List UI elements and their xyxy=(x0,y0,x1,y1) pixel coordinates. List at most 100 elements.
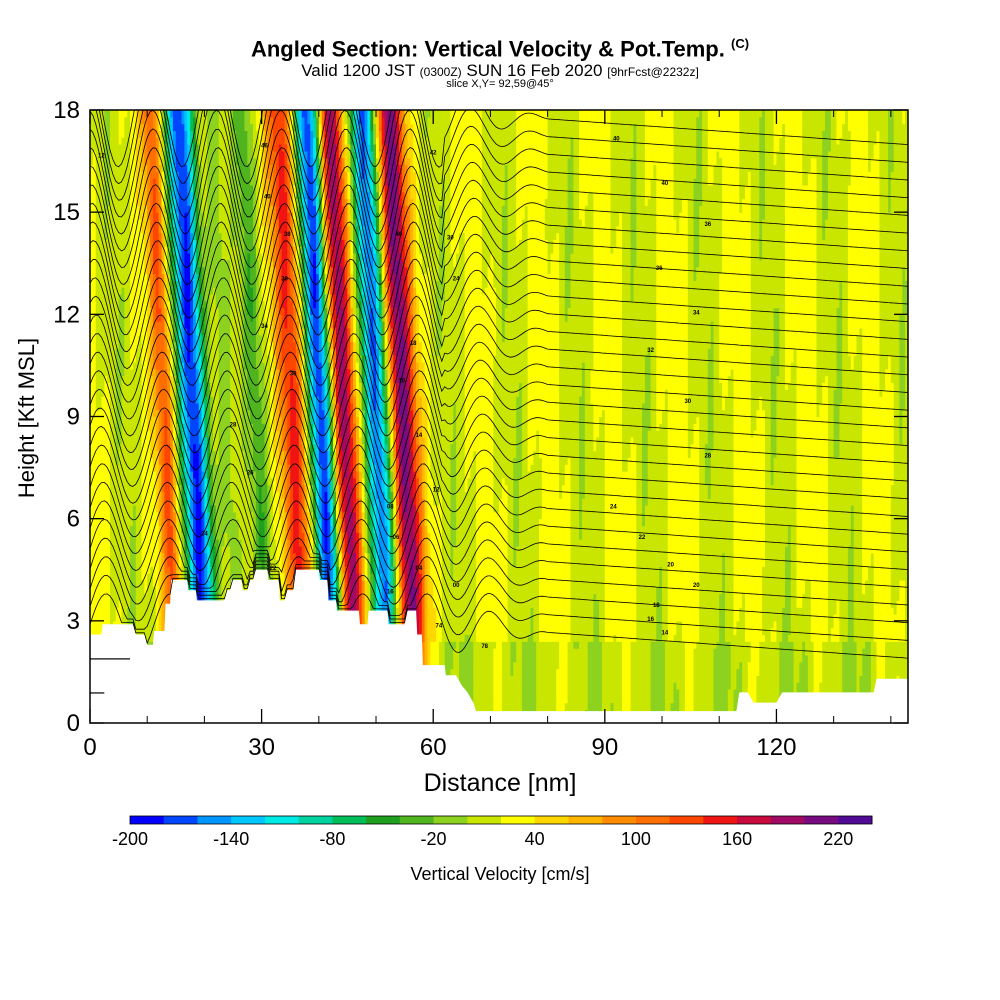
velocity-cell xyxy=(310,552,314,561)
velocity-cell xyxy=(387,600,391,608)
velocity-cell xyxy=(636,491,643,499)
velocity-cell xyxy=(699,443,706,452)
velocity-cell xyxy=(187,443,191,452)
velocity-cell xyxy=(424,436,429,445)
velocity-cell xyxy=(207,423,211,431)
velocity-cell xyxy=(893,450,908,458)
velocity-cell xyxy=(427,586,434,595)
velocity-cell xyxy=(796,511,829,520)
velocity-cell xyxy=(765,532,789,540)
velocity-cell xyxy=(733,627,737,635)
velocity-cell xyxy=(358,423,363,431)
velocity-cell xyxy=(215,586,220,595)
velocity-cell xyxy=(410,443,414,452)
velocity-cell xyxy=(164,566,171,574)
velocity-cell xyxy=(241,566,254,574)
velocity-cell xyxy=(364,491,369,499)
velocity-cell xyxy=(493,688,503,697)
velocity-cell xyxy=(416,498,420,506)
velocity-cell xyxy=(762,573,786,581)
velocity-cell xyxy=(847,593,855,601)
velocity-cell xyxy=(862,471,895,479)
velocity-cell xyxy=(273,450,280,458)
velocity-cell xyxy=(710,484,735,492)
velocity-cell xyxy=(181,539,185,547)
velocity-cell xyxy=(201,505,205,513)
velocity-cell xyxy=(164,457,171,465)
velocity-cell xyxy=(456,525,477,533)
velocity-cell xyxy=(301,430,306,438)
velocity-cell xyxy=(307,436,311,445)
velocity-cell xyxy=(521,430,529,438)
velocity-cell xyxy=(353,484,357,492)
velocity-cell xyxy=(453,654,460,663)
velocity-cell xyxy=(570,477,580,486)
velocity-cell xyxy=(599,614,606,622)
velocity-cell xyxy=(215,532,225,540)
velocity-cell xyxy=(870,682,878,690)
velocity-cell xyxy=(275,552,283,561)
velocity-cell xyxy=(725,600,735,608)
velocity-cell xyxy=(158,511,163,520)
velocity-cell xyxy=(430,552,443,561)
velocity-cell xyxy=(842,648,858,656)
velocity-cell xyxy=(161,552,165,561)
velocity-cell xyxy=(90,491,111,499)
velocity-cell xyxy=(161,580,165,588)
velocity-cell xyxy=(161,614,165,622)
velocity-cell xyxy=(787,532,792,540)
velocity-cell xyxy=(424,477,429,486)
velocity-cell xyxy=(567,641,574,649)
velocity-cell xyxy=(733,477,766,486)
velocity-cell xyxy=(630,654,652,663)
velocity-cell xyxy=(521,464,529,472)
velocity-cell xyxy=(384,498,389,506)
velocity-cell xyxy=(790,586,797,595)
velocity-cell xyxy=(313,559,317,567)
velocity-cell xyxy=(839,634,849,642)
velocity-cell xyxy=(424,518,429,527)
velocity-cell xyxy=(742,675,749,683)
velocity-cell xyxy=(893,430,900,438)
velocity-cell xyxy=(170,450,174,458)
velocity-cell xyxy=(647,498,669,506)
velocity-cell xyxy=(513,668,523,676)
velocity-cell xyxy=(310,498,314,506)
velocity-cell xyxy=(110,607,117,615)
velocity-cell xyxy=(218,436,231,445)
velocity-cell xyxy=(418,518,423,527)
velocity-cell xyxy=(258,484,263,492)
velocity-cell xyxy=(390,443,394,452)
velocity-cell xyxy=(390,586,394,595)
velocity-cell xyxy=(393,545,397,554)
velocity-cell xyxy=(570,600,594,608)
velocity-cell xyxy=(839,443,863,452)
velocity-cell xyxy=(450,443,457,452)
velocity-cell xyxy=(476,552,509,561)
velocity-cell xyxy=(161,443,165,452)
velocity-cell xyxy=(387,450,391,458)
velocity-cell xyxy=(278,450,286,458)
velocity-cell xyxy=(187,450,191,458)
velocity-cell xyxy=(501,491,509,499)
velocity-cell xyxy=(175,498,180,506)
velocity-cell xyxy=(330,539,334,547)
velocity-cell xyxy=(193,539,197,547)
velocity-cell xyxy=(847,627,855,635)
velocity-cell xyxy=(510,654,517,663)
velocity-cell xyxy=(410,430,414,438)
velocity-cell xyxy=(401,471,409,479)
velocity-cell xyxy=(175,477,180,486)
velocity-cell xyxy=(390,464,394,472)
velocity-cell xyxy=(316,559,320,567)
velocity-cell xyxy=(250,477,257,486)
velocity-cell xyxy=(421,477,426,486)
velocity-cell xyxy=(253,518,257,527)
velocity-cell xyxy=(559,464,566,472)
velocity-cell xyxy=(390,491,394,499)
velocity-cell xyxy=(473,450,477,458)
velocity-cell xyxy=(873,634,906,642)
velocity-cell xyxy=(570,457,580,465)
velocity-cell xyxy=(172,443,177,452)
velocity-cell xyxy=(387,443,391,452)
